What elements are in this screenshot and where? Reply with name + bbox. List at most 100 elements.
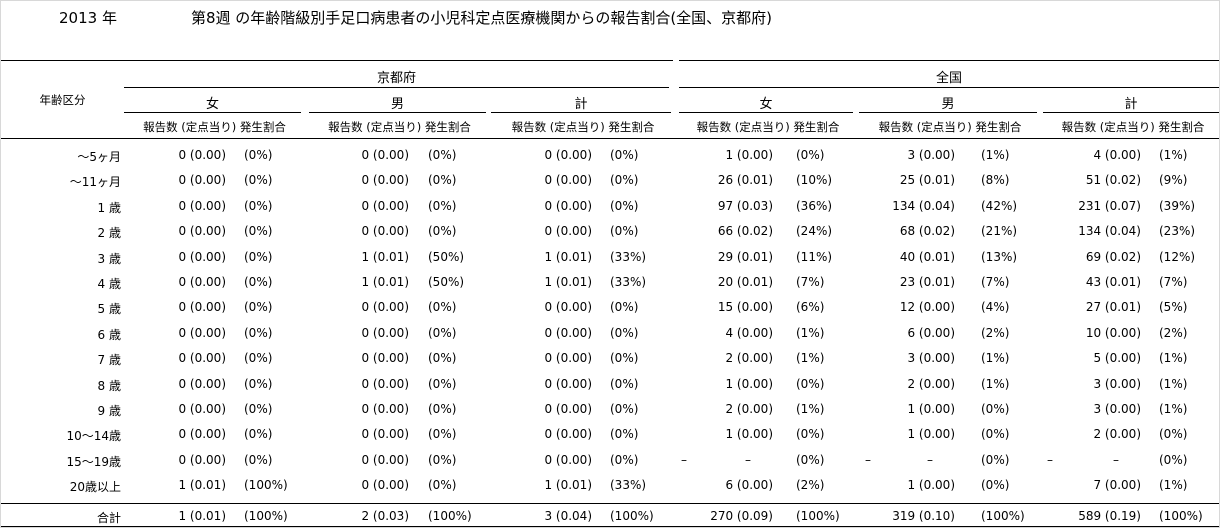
report-count: 0 (0.00) [178,402,226,416]
row-label: 10〜14歳 [66,429,121,444]
occurrence-rate: (0%) [610,427,639,442]
occurrence-rate: (0%) [981,452,1010,467]
report-count: 134 (0.04) [892,198,955,213]
occurrence-rate: (21%) [981,224,1018,239]
report-count: – [745,452,751,467]
row-label: 20歳以上 [69,480,121,495]
row-label: 9 歳 [97,404,121,418]
report-count: 0 (0.00) [361,452,409,467]
occurrence-rate: (0%) [244,224,273,239]
occurrence-rate: (1%) [1159,148,1188,162]
occurrence-rate: (1%) [1159,478,1188,493]
report-count: 0 (0.00) [361,427,409,442]
occurrence-rate: (0%) [244,275,273,289]
report-count: – [927,452,933,467]
report-count: 1 (0.01) [544,249,592,264]
occurrence-rate: (1%) [1159,402,1188,416]
report-count: 0 (0.00) [361,173,409,188]
occurrence-rate: (0%) [796,148,825,162]
report-count: 0 (0.00) [544,452,592,467]
dash-mark: – [865,452,871,467]
occurrence-rate: (10%) [796,173,833,188]
divider [1043,112,1219,113]
report-count: 0 (0.00) [544,325,592,340]
occurrence-rate: (100%) [610,509,654,523]
region-header-kyoto: 京都府 [376,71,416,86]
occurrence-rate: (0%) [428,427,457,442]
report-count: 1 (0.00) [725,376,773,391]
occurrence-rate: (8%) [981,173,1010,188]
divider [1,138,1219,139]
occurrence-rate: (24%) [796,224,833,239]
occurrence-rate: (7%) [796,275,825,289]
report-count: 5 (0.00) [1093,351,1141,366]
occurrence-rate: (0%) [244,148,273,162]
report-count: 0 (0.00) [361,376,409,391]
occurrence-rate: (0%) [981,427,1010,442]
report-count: 43 (0.01) [1085,275,1141,289]
occurrence-rate: (1%) [796,351,825,366]
divider [309,112,486,113]
report-count: 1 (0.01) [544,478,592,493]
dash-mark: – [681,452,687,467]
report-count: 0 (0.00) [361,478,409,493]
report-count: 7 (0.00) [1093,478,1141,493]
report-count: 0 (0.00) [178,325,226,340]
report-count: 0 (0.00) [361,148,409,162]
report-count: 2 (0.00) [907,376,955,391]
report-count: 1 (0.00) [725,148,773,162]
occurrence-rate: (0%) [428,148,457,162]
occurrence-rate: (0%) [244,452,273,467]
occurrence-rate: (23%) [1159,224,1196,239]
report-count: 51 (0.02) [1085,173,1141,188]
age-header: 年齢区分 [39,93,86,107]
sex-header: 男 [941,97,955,112]
report-count: 0 (0.00) [361,300,409,315]
divider [1,503,1219,504]
report-count: 231 (0.07) [1078,198,1141,213]
report-count: 66 (0.02) [717,224,773,239]
divider [124,112,301,113]
occurrence-rate: (0%) [610,224,639,239]
report-count: 270 (0.09) [710,509,773,523]
occurrence-rate: (0%) [610,300,639,315]
occurrence-rate: (0%) [610,198,639,213]
report-count: 2 (0.00) [1093,427,1141,442]
report-count: 25 (0.01) [899,173,955,188]
divider [679,87,1219,88]
report-count: 0 (0.00) [361,351,409,366]
occurrence-rate: (0%) [610,376,639,391]
occurrence-rate: (1%) [1159,351,1188,366]
report-count: 0 (0.00) [178,376,226,391]
report-count: 0 (0.00) [544,198,592,213]
report-count: 1 (0.01) [544,275,592,289]
occurrence-rate: (0%) [796,427,825,442]
occurrence-rate: (1%) [981,376,1010,391]
report-count: 0 (0.00) [178,452,226,467]
occurrence-rate: (0%) [796,452,825,467]
occurrence-rate: (33%) [610,478,647,493]
report-count: 0 (0.00) [544,402,592,416]
divider [491,112,671,113]
row-label: 〜5ヶ月 [77,150,121,164]
divider [1,60,673,61]
report-count: 0 (0.00) [178,351,226,366]
report-count: 69 (0.02) [1085,249,1141,264]
sex-header: 女 [759,97,773,112]
dash-mark: – [1047,452,1053,467]
occurrence-rate: (9%) [1159,173,1188,188]
year-label: 2013 年 [59,9,117,27]
occurrence-rate: (50%) [428,249,465,264]
report-count: 0 (0.00) [544,351,592,366]
occurrence-rate: (39%) [1159,198,1196,213]
occurrence-rate: (5%) [1159,300,1188,315]
report-count: 6 (0.00) [907,325,955,340]
report-count: 0 (0.00) [544,148,592,162]
row-label: 1 歳 [97,200,121,215]
occurrence-rate: (100%) [244,509,288,523]
report-count: 0 (0.00) [361,325,409,340]
row-label: 合計 [96,511,121,525]
report-count: 1 (0.01) [178,478,226,493]
report-count: 0 (0.00) [178,275,226,289]
occurrence-rate: (6%) [796,300,825,315]
